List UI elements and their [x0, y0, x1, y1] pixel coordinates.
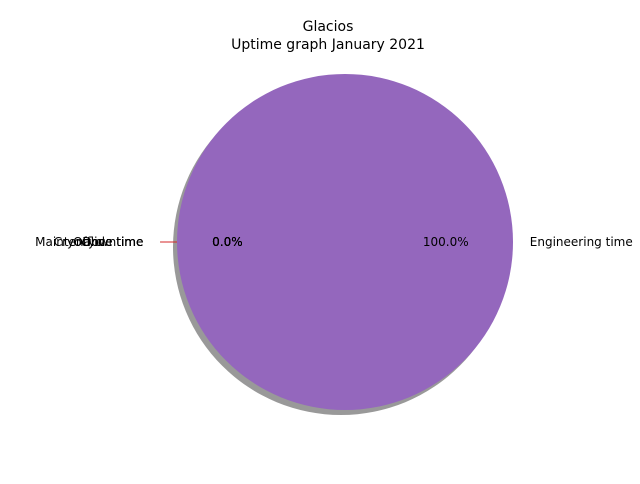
chart-title-line-1: Glacios: [303, 19, 354, 35]
pie-slice-engineering-time: [177, 74, 513, 410]
slice-label-cryocycle-time: Cryocycle time: [54, 235, 144, 249]
slice-percent-downtime: 0.0%: [212, 235, 243, 249]
pie-slices: [160, 74, 513, 410]
slice-label-offline-time: Offline time: [73, 235, 143, 249]
slice-labels: Maintenance time 0.0%Cryocycle time 0.0%Of…: [35, 235, 633, 249]
slice-percent-cryocycle-time: 0.0%: [212, 235, 243, 249]
slice-label-engineering-time: Engineering time: [530, 235, 633, 249]
slice-percent-offline-time: 0.0%: [212, 235, 243, 249]
slice-percent-engineering-time: 100.0%: [423, 235, 469, 249]
slice-percent-maintenance-time: 0.0%: [212, 235, 243, 249]
slice-label-downtime: Downtime: [82, 235, 143, 249]
chart-title-line-2: Uptime graph January 2021: [231, 37, 425, 53]
slice-label-maintenance-time: Maintenance time: [35, 235, 143, 249]
